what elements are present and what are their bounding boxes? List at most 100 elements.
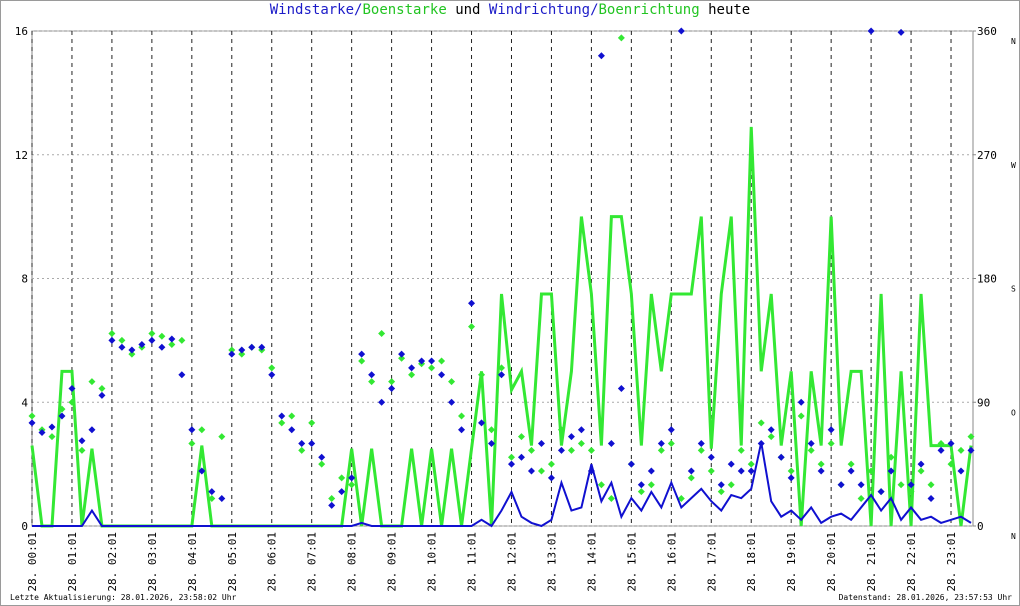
direction-point — [468, 299, 476, 307]
direction-point — [128, 346, 136, 354]
direction-point — [498, 364, 506, 372]
direction-point — [148, 330, 156, 337]
direction-point — [767, 426, 775, 434]
direction-point — [847, 467, 855, 475]
direction-point — [537, 467, 545, 475]
title-part: heute — [700, 2, 751, 18]
direction-point — [657, 440, 665, 447]
direction-point — [787, 467, 795, 475]
direction-point — [507, 453, 515, 461]
direction-point — [298, 440, 306, 447]
direction-point — [358, 350, 366, 358]
direction-point — [408, 371, 416, 379]
direction-point — [448, 398, 456, 406]
x-tick-label: 28. 01:01 — [66, 532, 79, 592]
direction-point — [567, 433, 575, 441]
y2-tick-label: 180 — [977, 273, 997, 286]
direction-point — [468, 323, 476, 331]
direction-point — [88, 378, 96, 386]
title-part: und — [447, 2, 489, 18]
direction-point — [48, 433, 56, 441]
direction-point — [637, 481, 645, 489]
direction-point — [298, 446, 306, 454]
direction-point — [338, 488, 346, 496]
direction-point — [148, 336, 156, 344]
direction-point — [957, 446, 965, 454]
direction-point — [937, 440, 945, 447]
x-tick-label: 28. 21:01 — [865, 532, 878, 592]
direction-point — [278, 419, 286, 427]
direction-point — [867, 467, 875, 475]
direction-point — [907, 488, 915, 496]
direction-point — [817, 460, 825, 468]
direction-point — [827, 440, 835, 447]
direction-point — [517, 433, 525, 441]
direction-point — [597, 52, 605, 60]
x-tick-label: 28. 22:01 — [905, 532, 918, 592]
direction-point — [857, 481, 865, 489]
y2-tick-label: 360 — [977, 25, 997, 38]
x-tick-label: 28. 18:01 — [745, 532, 758, 592]
direction-point — [867, 27, 875, 35]
title-part: Boenstarke — [362, 2, 446, 18]
direction-point — [478, 371, 486, 379]
direction-point — [587, 446, 595, 454]
direction-point — [667, 440, 675, 447]
direction-point — [438, 371, 446, 379]
direction-point — [348, 481, 356, 489]
direction-point — [927, 481, 935, 489]
direction-point — [58, 405, 66, 413]
direction-point — [857, 495, 865, 502]
direction-point — [68, 385, 76, 392]
direction-point — [947, 440, 955, 447]
direction-point — [398, 350, 406, 358]
compass-label: W — [1011, 161, 1016, 170]
x-tick-label: 28. 00:01 — [26, 532, 39, 592]
direction-point — [907, 481, 915, 489]
direction-point — [98, 385, 106, 392]
direction-point — [428, 357, 436, 365]
direction-point — [637, 488, 645, 496]
direction-point — [887, 453, 895, 461]
direction-point — [897, 28, 905, 36]
direction-point — [947, 460, 955, 468]
direction-point — [717, 488, 725, 496]
direction-point — [537, 440, 545, 447]
direction-point — [458, 412, 466, 420]
x-tick-label: 28. 19:01 — [785, 532, 798, 592]
direction-point — [647, 467, 655, 475]
direction-point — [807, 446, 815, 454]
direction-point — [108, 336, 116, 344]
x-tick-label: 28. 17:01 — [705, 532, 718, 592]
x-tick-label: 28. 13:01 — [545, 532, 558, 592]
x-tick-label: 28. 10:01 — [426, 532, 439, 592]
y2-tick-label: 0 — [977, 520, 984, 533]
direction-point — [478, 419, 486, 427]
direction-point — [488, 440, 496, 447]
direction-point — [777, 453, 785, 461]
x-tick-label: 28. 02:01 — [106, 532, 119, 592]
direction-point — [438, 357, 446, 365]
direction-point — [687, 474, 695, 482]
direction-point — [967, 446, 975, 454]
direction-point — [697, 446, 705, 454]
direction-point — [158, 332, 166, 340]
direction-point — [647, 481, 655, 489]
direction-point — [228, 346, 236, 354]
direction-point — [448, 378, 456, 386]
y-tick-label: 16 — [15, 25, 28, 38]
direction-point — [408, 364, 416, 372]
direction-point — [308, 419, 316, 427]
y-tick-label: 0 — [21, 520, 28, 533]
direction-point — [787, 474, 795, 482]
x-tick-label: 28. 08:01 — [346, 532, 359, 592]
direction-point — [88, 426, 96, 434]
x-tick-label: 28. 09:01 — [386, 532, 399, 592]
direction-point — [937, 446, 945, 454]
direction-point — [198, 467, 206, 475]
direction-point — [627, 460, 635, 468]
direction-point — [198, 426, 206, 434]
title-part: Boenrichtung — [599, 2, 700, 18]
x-tick-label: 28. 06:01 — [266, 532, 279, 592]
direction-point — [288, 426, 296, 434]
